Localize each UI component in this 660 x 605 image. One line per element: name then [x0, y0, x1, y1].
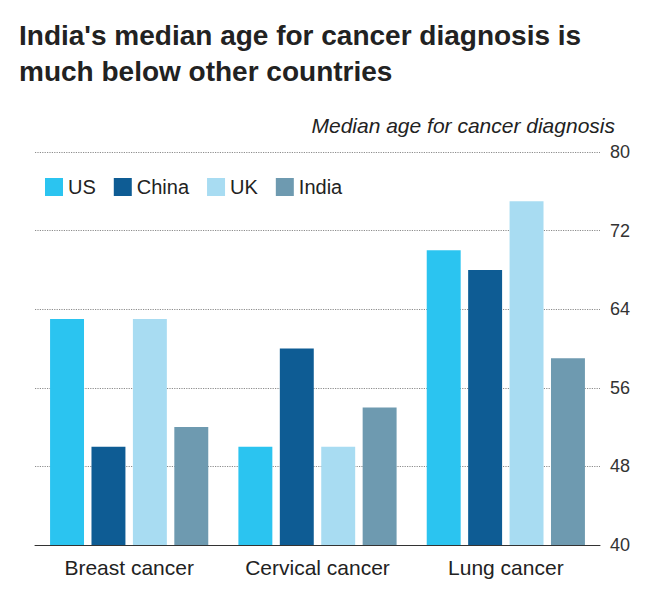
svg-text:much below other countries: much below other countries	[19, 56, 392, 87]
svg-text:Breast cancer: Breast cancer	[64, 556, 194, 579]
svg-text:40: 40	[610, 535, 630, 555]
svg-text:India: India	[299, 176, 343, 198]
svg-text:UK: UK	[230, 176, 258, 198]
svg-text:64: 64	[610, 299, 630, 319]
svg-text:56: 56	[610, 378, 630, 398]
svg-text:72: 72	[610, 221, 630, 241]
svg-text:India's median age for cancer: India's median age for cancer diagnosis …	[19, 20, 589, 51]
svg-text:Cervical cancer: Cervical cancer	[245, 556, 390, 579]
svg-text:Lung cancer: Lung cancer	[448, 556, 564, 579]
svg-text:48: 48	[610, 456, 630, 476]
svg-text:US: US	[68, 176, 96, 198]
svg-text:80: 80	[610, 142, 630, 162]
svg-text:China: China	[137, 176, 190, 198]
svg-text:Median age for cancer diagnosi: Median age for cancer diagnosis	[311, 114, 615, 137]
